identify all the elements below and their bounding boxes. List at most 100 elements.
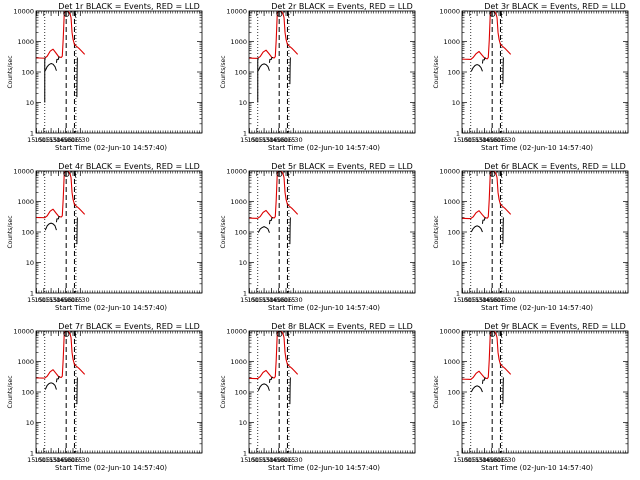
panel-data-area: [249, 331, 299, 453]
events-series-line: [268, 217, 273, 225]
detector-panel: Det 8r BLACK = Events, RED = LLD 1 10 100 10…: [220, 322, 416, 472]
bracket-marker: [287, 332, 289, 337]
x-tick-label: 15:45: [475, 136, 494, 144]
y-tick-label: 10: [452, 259, 460, 267]
y-tick-label: 1000: [443, 38, 460, 46]
y-axis-label: Counts/sec: [7, 215, 14, 248]
y-tick-label: 10000: [13, 8, 34, 16]
y-axis-label: Counts/sec: [220, 375, 227, 408]
y-tick-label: 10: [239, 259, 247, 267]
detector-panel: Det 9r BLACK = Events, RED = LLD 1 10 100 10…: [433, 322, 629, 472]
bracket-marker: [500, 12, 502, 17]
x-tick-label: 15:30: [468, 456, 487, 464]
y-tick-label: 1000: [230, 38, 247, 46]
events-series-line: [283, 171, 286, 173]
x-axis-label: Start Time (02-Jun-10 14:57:40): [55, 464, 167, 472]
panel-title: Det 5r BLACK = Events, RED = LLD: [271, 162, 413, 171]
lld-series-line: [36, 171, 86, 219]
bracket-marker: [74, 172, 76, 177]
x-tick-label: 15:45: [49, 296, 68, 304]
events-series-line: [496, 171, 499, 173]
x-tick-label: 15:45: [49, 136, 68, 144]
x-tick-label: 16:15: [64, 296, 83, 304]
plot-frame: [248, 330, 416, 454]
panel-title: Det 6r BLACK = Events, RED = LLD: [484, 162, 626, 171]
x-tick-label: 15:15: [34, 456, 53, 464]
panel-title: Det 2r BLACK = Events, RED = LLD: [271, 2, 413, 11]
x-tick-label: 16:15: [277, 136, 296, 144]
x-tick-label: 16:00: [56, 296, 75, 304]
events-series-line: [70, 11, 73, 13]
y-axis-label: Counts/sec: [433, 215, 440, 248]
y-axis-label: Counts/sec: [7, 55, 14, 88]
y-tick-label: 1000: [17, 358, 34, 366]
x-tick-label: 16:30: [497, 456, 516, 464]
x-axis-label: Start Time (02-Jun-10 14:57:40): [55, 144, 167, 152]
panel-data-area: [462, 171, 512, 293]
y-tick-label: 10000: [13, 168, 34, 176]
x-axis-label: Start Time (02-Jun-10 14:57:40): [268, 304, 380, 312]
panel-title: Det 1r BLACK = Events, RED = LLD: [58, 2, 200, 11]
x-tick-label: 16:00: [56, 136, 75, 144]
panel-title: Det 8r BLACK = Events, RED = LLD: [271, 322, 413, 331]
panel-title: Det 7r BLACK = Events, RED = LLD: [58, 322, 200, 331]
x-tick-label: 16:30: [284, 456, 303, 464]
x-tick-label: 15:15: [34, 136, 53, 144]
y-axis-label: Counts/sec: [7, 375, 14, 408]
y-tick-label: 1000: [443, 358, 460, 366]
x-tick-label: 15:15: [460, 296, 479, 304]
x-tick-label: 16:30: [497, 136, 516, 144]
x-tick-label: 15:45: [262, 136, 281, 144]
x-tick-label: 15:30: [255, 296, 274, 304]
y-tick-label: 1000: [230, 198, 247, 206]
lld-series-line: [462, 171, 512, 220]
bracket-marker: [74, 332, 76, 337]
x-tick-label: 16:15: [277, 296, 296, 304]
x-tick-label: 15:00: [27, 296, 46, 304]
events-series-line: [470, 64, 483, 72]
peak-marker: [63, 11, 70, 17]
events-series-line: [257, 226, 270, 233]
events-series-line: [481, 57, 486, 64]
y-tick-label: 10000: [439, 328, 460, 336]
detector-panel: Det 1r BLACK = Events, RED = LLD 1 10 100 10…: [7, 2, 203, 152]
lld-series-line: [249, 331, 299, 380]
x-tick-label: 15:00: [240, 456, 259, 464]
events-series-line: [481, 217, 486, 224]
x-tick-label: 15:30: [255, 136, 274, 144]
y-tick-label: 1000: [230, 358, 247, 366]
y-tick-label: 10: [26, 99, 34, 107]
x-tick-label: 16:30: [284, 296, 303, 304]
y-tick-label: 100: [235, 229, 247, 237]
x-tick-label: 16:00: [269, 136, 288, 144]
plot-frame: [248, 10, 416, 134]
events-series-line: [496, 11, 499, 13]
y-tick-label: 1: [243, 130, 247, 138]
x-tick-label: 15:30: [468, 136, 487, 144]
plot-frame: [35, 330, 203, 454]
panel-title: Det 4r BLACK = Events, RED = LLD: [58, 162, 200, 171]
y-tick-label: 100: [235, 389, 247, 397]
y-tick-label: 1: [456, 450, 460, 458]
y-tick-label: 1: [243, 290, 247, 298]
plot-frame: [461, 330, 629, 454]
plot-frame: [35, 170, 203, 294]
x-tick-label: 15:15: [460, 456, 479, 464]
y-tick-label: 1000: [17, 38, 34, 46]
x-tick-label: 15:45: [262, 456, 281, 464]
events-series-line: [44, 222, 57, 231]
y-tick-label: 10000: [226, 168, 247, 176]
x-tick-label: 15:00: [453, 136, 472, 144]
x-axis-label: Start Time (02-Jun-10 14:57:40): [481, 464, 593, 472]
y-tick-label: 1000: [17, 198, 34, 206]
y-tick-label: 100: [22, 69, 34, 77]
x-tick-label: 15:45: [475, 456, 494, 464]
lld-series-line: [249, 171, 299, 219]
y-tick-label: 10: [239, 99, 247, 107]
detector-panel: Det 3r BLACK = Events, RED = LLD 1 10 100 10…: [433, 2, 629, 152]
x-tick-label: 16:15: [490, 456, 509, 464]
y-tick-label: 1: [30, 290, 34, 298]
x-tick-label: 15:15: [247, 456, 266, 464]
x-axis-label: Start Time (02-Jun-10 14:57:40): [268, 144, 380, 152]
events-series-line: [55, 56, 60, 63]
